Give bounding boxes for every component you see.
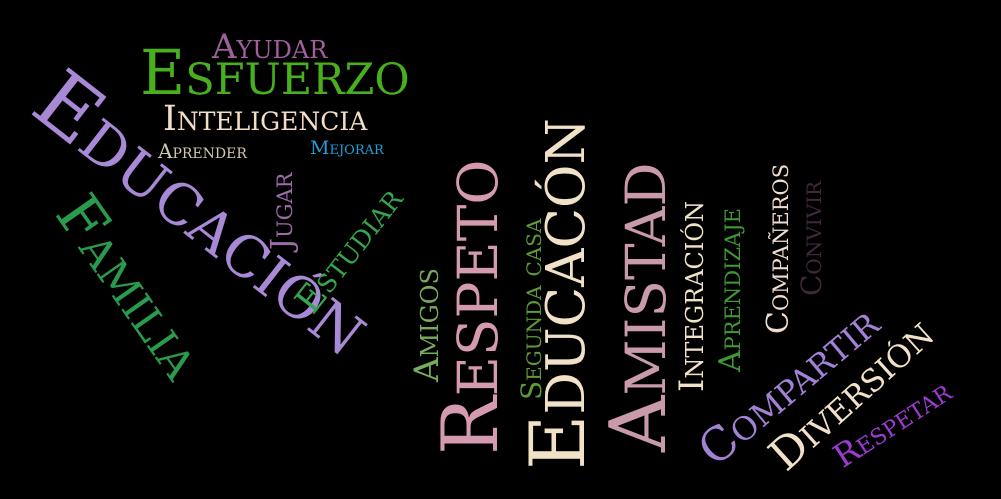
word-aprendizaje: Aprendizaje xyxy=(713,208,748,372)
word-integracion: Integración xyxy=(672,200,712,392)
word-educacon: Educacón xyxy=(513,118,602,470)
word-inteligencia: Inteligencia xyxy=(163,99,368,139)
word-ayudar: Ayudar xyxy=(212,27,328,67)
word-aprender: Aprender xyxy=(158,139,247,163)
word-mejorar: Mejorar xyxy=(310,137,384,159)
word-respeto: Respeto xyxy=(426,159,516,456)
word-jugar: Jugar xyxy=(265,172,300,250)
word-convivir: Convivir xyxy=(795,180,828,296)
word-esfuerzo: Esfuerzo xyxy=(140,36,410,109)
word-amistad: Amistad xyxy=(594,162,684,452)
word-companeros: Compañeros xyxy=(761,163,796,334)
